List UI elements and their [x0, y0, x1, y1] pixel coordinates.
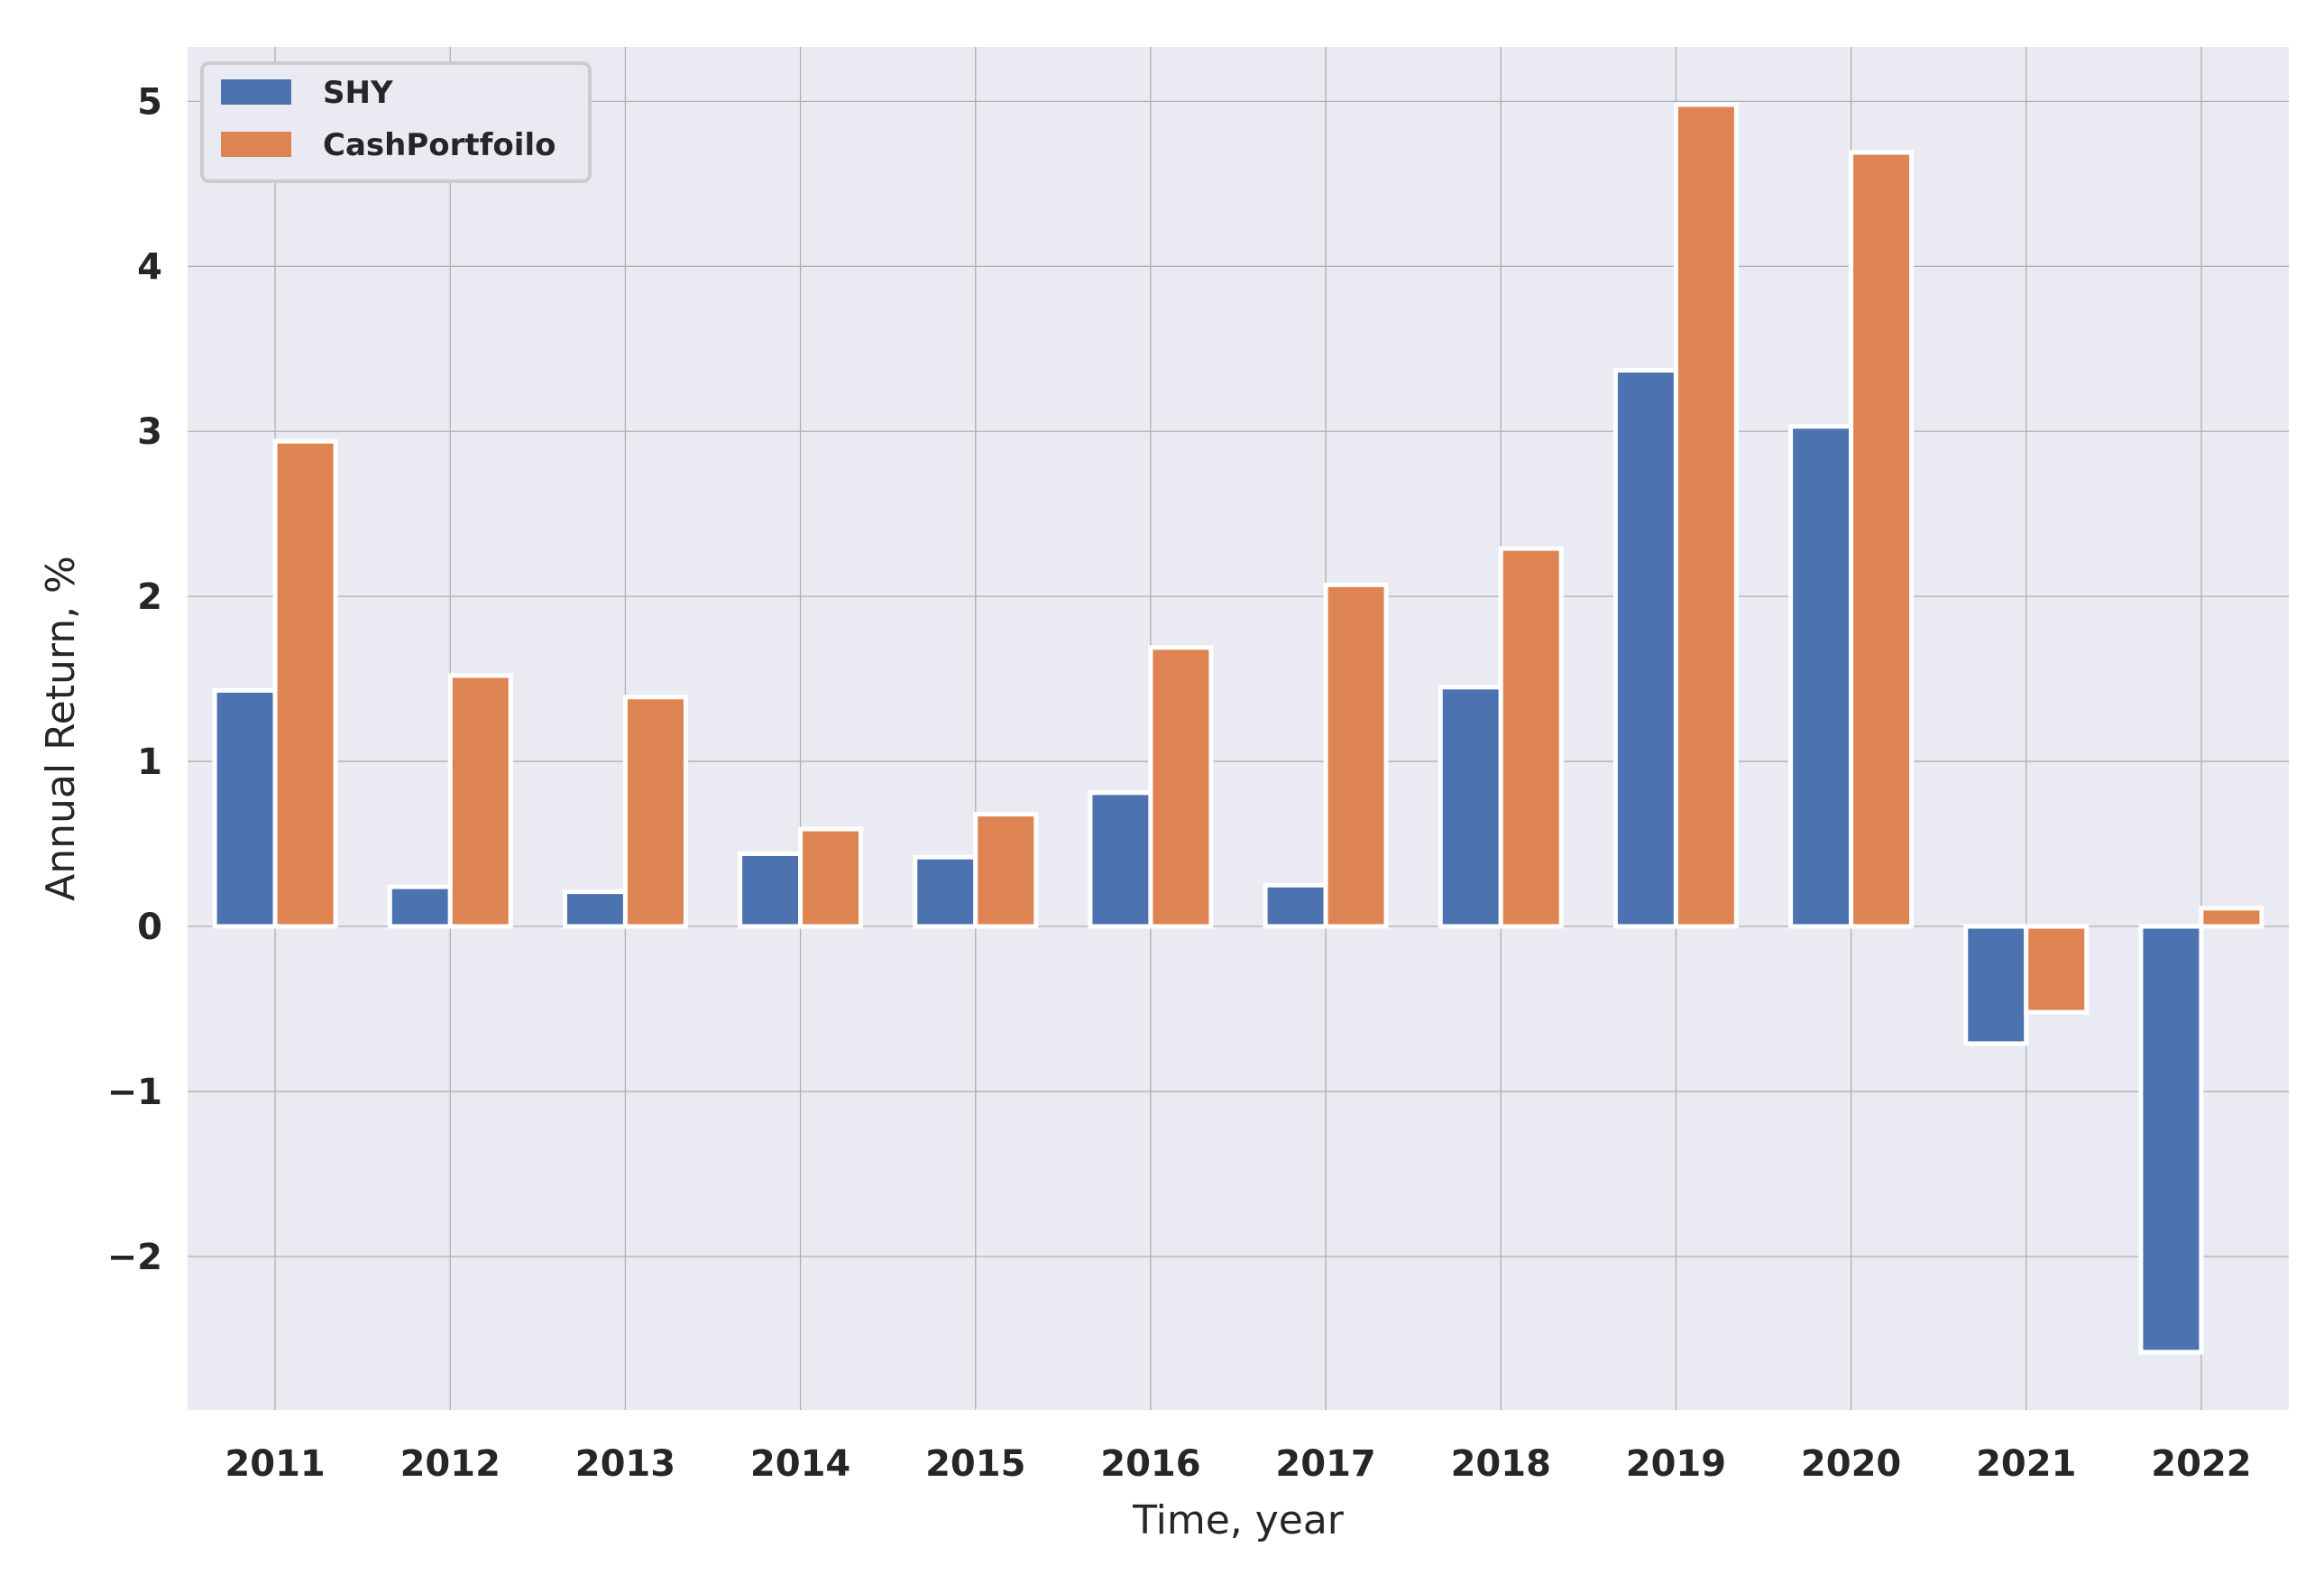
legend-label-cashportfoilo: CashPortfoilo: [323, 127, 556, 163]
x-tick-label-2012: 2012: [400, 1443, 501, 1485]
y-tick-label: 5: [137, 81, 162, 123]
x-tick-label-2014: 2014: [750, 1443, 850, 1485]
bar-cashportfoilo-2014: [798, 826, 864, 929]
y-tick-label: 2: [137, 576, 162, 618]
bar-cashportfoilo-2019: [1673, 102, 1739, 929]
bar-shy-2017: [1263, 882, 1328, 929]
bar-cashportfoilo-2012: [447, 673, 513, 929]
x-tick-label-2016: 2016: [1100, 1443, 1200, 1485]
bar-cashportfoilo-2011: [272, 438, 338, 929]
legend-swatch-cashportfoilo: [221, 132, 291, 157]
x-tick-label-2021: 2021: [1976, 1443, 2076, 1485]
bar-shy-2020: [1788, 424, 1854, 929]
bar-shy-2016: [1088, 790, 1153, 929]
bar-shy-2022: [2138, 924, 2204, 1355]
bar-shy-2021: [1963, 924, 2029, 1046]
x-tick-label-2022: 2022: [2151, 1443, 2251, 1485]
x-tick-label-2020: 2020: [1801, 1443, 1901, 1485]
y-tick-label: −2: [107, 1237, 162, 1278]
bar-shy-2019: [1612, 368, 1678, 929]
x-axis-label: Time, year: [1132, 1497, 1345, 1543]
y-tick-label: 0: [137, 907, 162, 948]
legend-box: [200, 61, 592, 183]
bar-cashportfoilo-2017: [1323, 582, 1389, 929]
x-axis-ticks: 2011 2012 2013 2014 2015 2016 2017 2018 2019 2020…: [225, 1443, 2251, 1485]
x-tick-label-2015: 2015: [925, 1443, 1025, 1485]
bar-shy-2018: [1438, 685, 1503, 929]
bar-cashportfoilo-2020: [1849, 150, 1915, 929]
bar-cashportfoilo-2013: [622, 695, 688, 929]
legend-label-shy: SHY: [323, 75, 393, 111]
bars: [212, 102, 2264, 1355]
legend-swatch-shy: [221, 79, 291, 105]
plot-background: [188, 47, 2289, 1410]
y-tick-label: 4: [137, 246, 162, 288]
y-tick-label: 1: [137, 741, 162, 783]
y-axis-label: Annual Return, %: [38, 556, 84, 901]
y-axis-ticks: −2 −1 0 1 2 3 4 5: [107, 81, 162, 1278]
bar-shy-2011: [212, 687, 278, 929]
y-tick-label: 3: [137, 411, 162, 453]
x-tick-label-2019: 2019: [1626, 1443, 1726, 1485]
bar-cashportfoilo-2018: [1498, 546, 1564, 929]
bar-cashportfoilo-2015: [973, 812, 1039, 929]
x-tick-label-2013: 2013: [575, 1443, 675, 1485]
legend: SHY CashPortfoilo: [200, 61, 592, 183]
x-tick-label-2018: 2018: [1451, 1443, 1551, 1485]
bar-cashportfoilo-2016: [1148, 645, 1214, 929]
bar-shy-2014: [738, 852, 804, 929]
bar-cashportfoilo-2022: [2199, 906, 2264, 929]
y-tick-label: −1: [107, 1072, 162, 1113]
x-tick-label-2017: 2017: [1275, 1443, 1375, 1485]
bar-cashportfoilo-2021: [2024, 924, 2090, 1015]
bar-shy-2015: [913, 854, 978, 929]
x-tick-label-2011: 2011: [225, 1443, 325, 1485]
bar-shy-2013: [562, 889, 628, 929]
bar-shy-2012: [387, 884, 453, 929]
